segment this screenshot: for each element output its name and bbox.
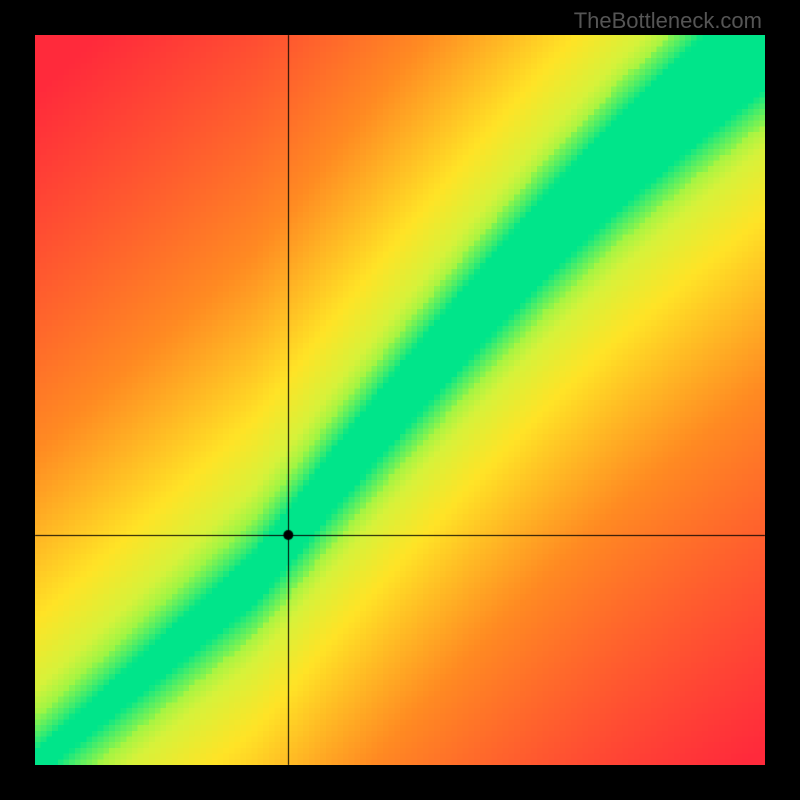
watermark-text: TheBottleneck.com <box>574 8 762 34</box>
chart-container: TheBottleneck.com <box>0 0 800 800</box>
overlay-canvas <box>0 0 800 800</box>
